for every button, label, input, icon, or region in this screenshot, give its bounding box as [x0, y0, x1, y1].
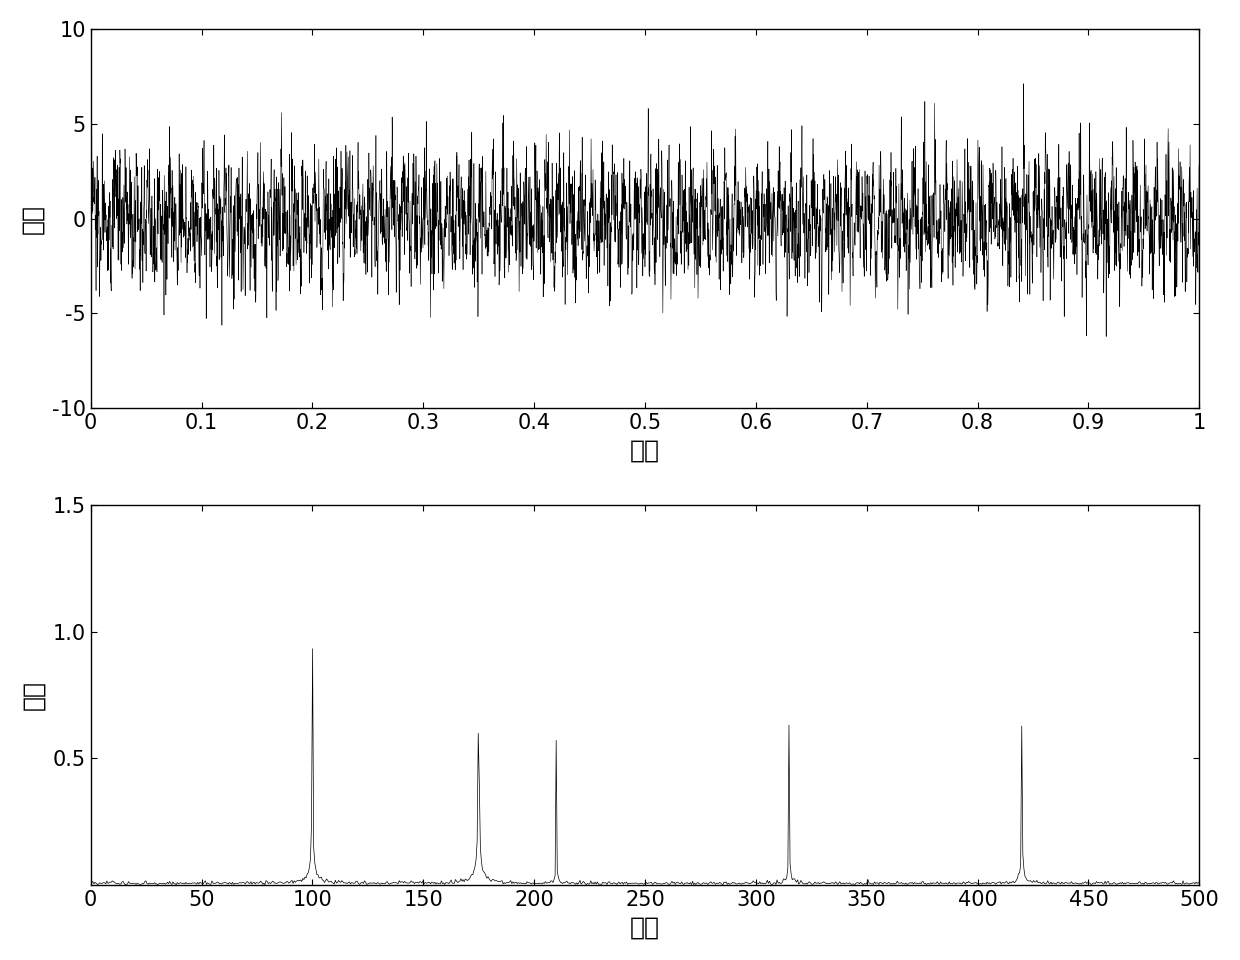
Y-axis label: 幅値: 幅値	[22, 680, 46, 710]
X-axis label: 频率: 频率	[630, 915, 660, 939]
Y-axis label: 幅値: 幅値	[21, 204, 45, 233]
X-axis label: 时间: 时间	[630, 439, 660, 463]
